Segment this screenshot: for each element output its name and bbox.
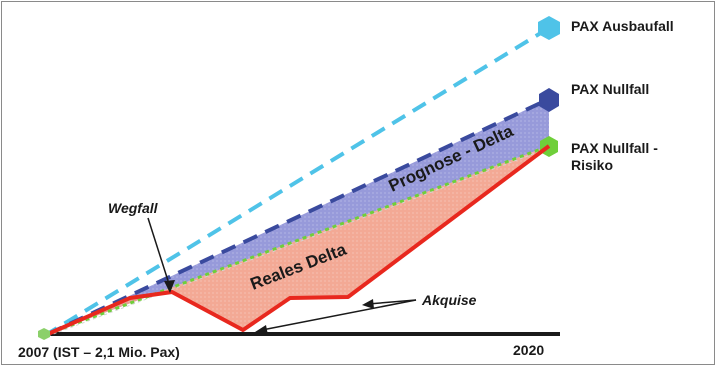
label-nullfall: PAX Nullfall	[571, 81, 649, 97]
label-akquise: Akquise	[421, 292, 477, 308]
wegfall-arrow	[147, 217, 171, 288]
nullfall-marker	[539, 88, 559, 112]
axis-start-label: 2007 (IST – 2,1 Mio. Pax)	[18, 344, 180, 360]
label-ausbaufall: PAX Ausbaufall	[571, 18, 674, 34]
label-risiko-line2: Risiko	[571, 157, 613, 173]
axis-end-label: 2020	[513, 342, 544, 358]
ausbaufall-line	[42, 26, 551, 338]
akquise-arrow-2	[261, 299, 417, 331]
label-risiko-line1: PAX Nullfall -	[571, 140, 658, 156]
ausbaufall-marker	[538, 16, 560, 40]
akquise-arrow-1	[367, 299, 417, 305]
nullfall-line	[47, 97, 550, 336]
start-marker	[38, 328, 50, 340]
real-line	[47, 144, 551, 336]
label-wegfall: Wegfall	[108, 200, 159, 216]
risiko-line	[47, 144, 550, 336]
